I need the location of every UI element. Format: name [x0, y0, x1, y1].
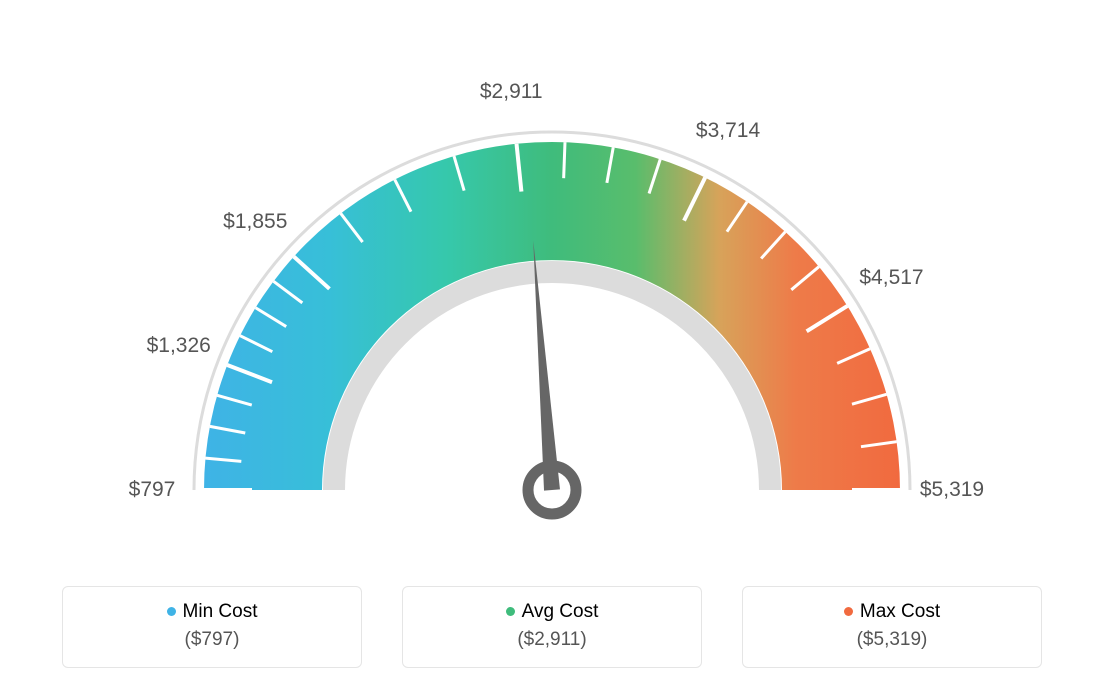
legend-max-title: Max Cost — [761, 601, 1023, 623]
legend-avg-title: Avg Cost — [421, 601, 683, 623]
legend-min-value: ($797) — [81, 629, 343, 651]
legend-row: Min Cost ($797) Avg Cost ($2,911) Max Co… — [62, 586, 1042, 668]
gauge-tick-label: $1,855 — [223, 210, 287, 234]
legend-max-card: Max Cost ($5,319) — [742, 586, 1042, 668]
legend-avg-card: Avg Cost ($2,911) — [402, 586, 702, 668]
gauge-tick-label: $3,714 — [696, 119, 760, 143]
gauge-tick-label: $1,326 — [147, 334, 211, 358]
legend-min-label: Min Cost — [183, 601, 258, 622]
legend-min-card: Min Cost ($797) — [62, 586, 362, 668]
legend-min-dot — [167, 607, 176, 616]
gauge-tick-label: $2,911 — [480, 80, 543, 104]
gauge-svg — [0, 0, 1104, 560]
legend-max-dot — [844, 607, 853, 616]
gauge-tick-label: $797 — [129, 478, 176, 502]
legend-max-label: Max Cost — [860, 601, 940, 622]
gauge-tick-label: $5,319 — [920, 478, 984, 502]
legend-max-value: ($5,319) — [761, 629, 1023, 651]
gauge-chart: $797 $1,326 $1,855 $2,911 $3,714 $4,517 $5,319 — [0, 0, 1104, 560]
gauge-tick-label: $4,517 — [859, 266, 923, 290]
legend-min-title: Min Cost — [81, 601, 343, 623]
legend-avg-label: Avg Cost — [522, 601, 599, 622]
legend-avg-dot — [506, 607, 515, 616]
legend-avg-value: ($2,911) — [421, 629, 683, 651]
